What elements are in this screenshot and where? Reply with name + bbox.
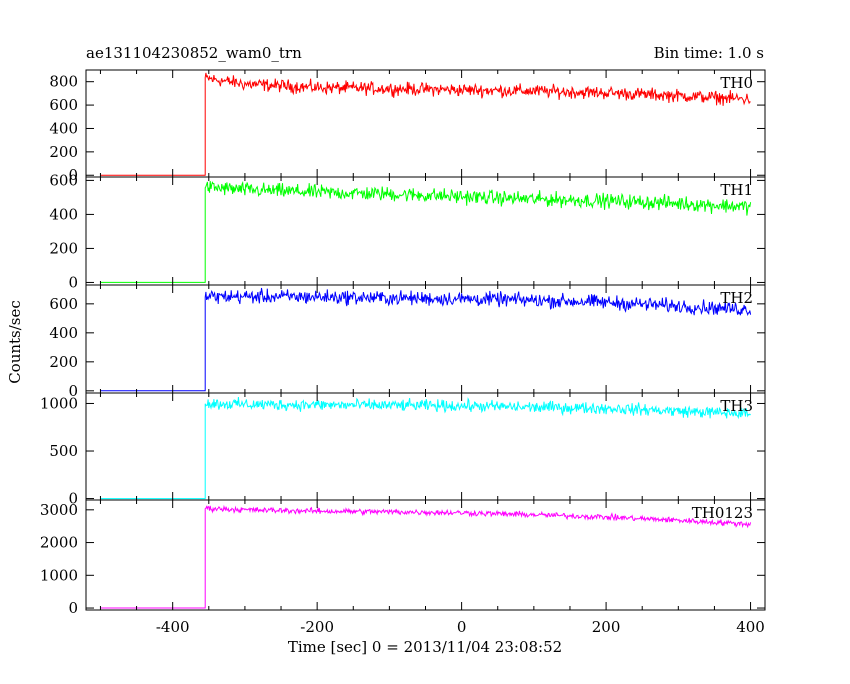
x-tick-label: 0 xyxy=(457,618,467,636)
bin-time-label: Bin time: 1.0 s xyxy=(653,44,764,62)
y-tick-label: 0 xyxy=(68,273,78,291)
x-tick-label: 200 xyxy=(592,618,621,636)
panel-th3: 0 500 1000 TH3 xyxy=(40,392,766,508)
panel-label-th3: TH3 xyxy=(720,397,753,415)
series-line-th3 xyxy=(100,397,751,500)
x-tick-label: -400 xyxy=(156,618,190,636)
panel-frame xyxy=(85,176,766,286)
panel-label-th0123: TH0123 xyxy=(692,504,753,522)
panel-label-th0: TH0 xyxy=(720,74,753,92)
x-tick-label: 400 xyxy=(736,618,765,636)
panel-th0123: 0 1000 2000 3000 TH0123 xyxy=(40,499,766,617)
series-line-th2 xyxy=(100,287,752,392)
y-tick-label: 400 xyxy=(49,205,78,223)
y-tick-label: 600 xyxy=(49,96,78,114)
y-tick-label: 0 xyxy=(68,382,78,400)
panel-th1: 0 200 400 600 TH1 xyxy=(49,171,766,291)
y-tick-label: 0 xyxy=(68,166,78,184)
y-tick-label: 400 xyxy=(49,324,78,342)
y-tick-label: 200 xyxy=(49,239,78,257)
series-line-th0123 xyxy=(100,504,752,609)
panel-th0: 0 200 400 600 800 TH0 xyxy=(49,69,766,184)
y-tick-label: 500 xyxy=(49,442,78,460)
x-axis-label: Time [sec] 0 = 2013/11/04 23:08:52 xyxy=(287,638,563,656)
y-tick-label: 200 xyxy=(49,353,78,371)
y-tick-label: 1000 xyxy=(40,394,78,412)
panel-label-th2: TH2 xyxy=(720,289,753,307)
chart-title: ae131104230852_wam0_trn xyxy=(86,44,302,62)
y-tick-label: 800 xyxy=(49,73,78,91)
x-tick-label: -200 xyxy=(300,618,334,636)
series-line-th0 xyxy=(100,72,751,176)
y-tick-label: 600 xyxy=(49,295,78,313)
y-tick-label: 0 xyxy=(68,490,78,508)
y-tick-label: 600 xyxy=(49,171,78,189)
y-tick-label: 200 xyxy=(49,143,78,161)
y-tick-label: 3000 xyxy=(40,501,78,519)
series-line-th1 xyxy=(100,180,752,283)
y-axis-label: Counts/sec xyxy=(6,300,24,384)
y-tick-label: 1000 xyxy=(40,566,78,584)
panel-frame xyxy=(85,499,766,611)
panel-label-th1: TH1 xyxy=(720,181,753,199)
y-tick-label: 0 xyxy=(68,599,78,617)
panel-th2: 0 200 400 600 TH2 xyxy=(49,284,766,400)
y-tick-label: 400 xyxy=(49,119,78,137)
y-tick-label: 2000 xyxy=(40,534,78,552)
